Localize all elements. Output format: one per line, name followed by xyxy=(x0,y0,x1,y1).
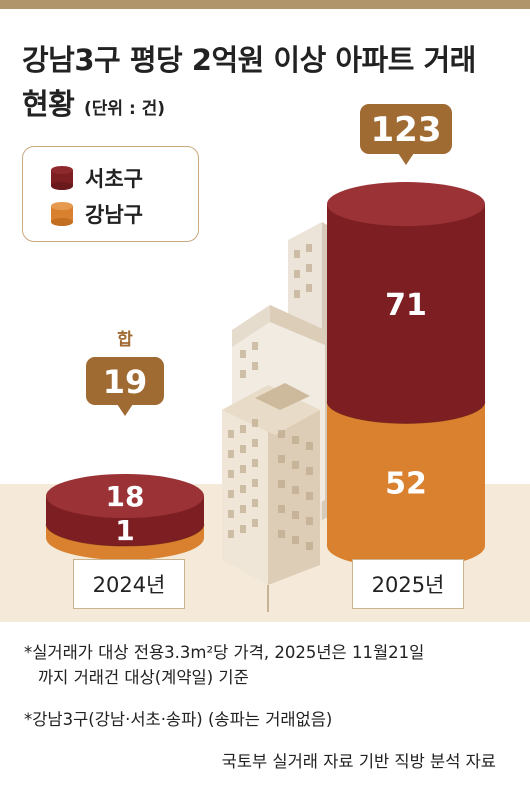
footnote-1-line-1: *실거래가 대상 전용3.3m²당 가격, 2025년은 11월21일 xyxy=(24,643,425,662)
legend: 서초구 강남구 xyxy=(22,146,199,242)
total-callout-pointer-2025년 xyxy=(398,153,414,165)
value-label-seocho-2025년: 71 xyxy=(385,288,427,323)
chart-title: 강남3구 평당 2억원 이상 아파트 거래 현황 (단위 : 건) xyxy=(22,38,512,131)
footnote-2: *강남3구(강남·서초·송파) (송파는 거래없음) xyxy=(24,710,333,729)
bar-gangnam-2025년-body xyxy=(327,401,485,568)
bar-separator-2024년 xyxy=(45,523,205,547)
bar-top-cap-2024년 xyxy=(46,474,204,518)
footnote-1-line-2: 까지 거래건 대상(계약일) 기준 xyxy=(38,668,249,687)
category-label-2025: 2025년 xyxy=(352,559,464,609)
title-line-1: 강남3구 평당 2억원 이상 아파트 거래 xyxy=(22,43,476,77)
total-callout-box-2025년 xyxy=(360,104,452,154)
total-value-2025년: 123 xyxy=(371,110,442,150)
total-callout-box-2024년 xyxy=(86,357,164,405)
top-accent-bar xyxy=(0,0,530,9)
value-label-gangnam-2024년: 1 xyxy=(115,514,134,547)
category-label-2024: 2024년 xyxy=(73,559,185,609)
title-line-2-text: 현황 xyxy=(22,87,75,121)
legend-label-seocho: 서초구 xyxy=(85,167,143,191)
source-credit: 국토부 실거래 자료 기반 직방 분석 자료 xyxy=(221,752,496,771)
value-label-seocho-2024년: 18 xyxy=(106,480,145,513)
bar-seocho-2025년-body xyxy=(327,204,485,424)
total-callout-pointer-2024년 xyxy=(117,404,133,416)
stacked-bars: 118 19 합 52 71 123 xyxy=(45,104,486,568)
bar-separator-2025년 xyxy=(326,401,486,424)
value-label-gangnam-2025년: 52 xyxy=(385,467,427,502)
legend-label-gangnam: 강남구 xyxy=(85,203,143,227)
title-line-2: 현황 (단위 : 건) xyxy=(22,82,512,131)
unit-label: (단위 : 건) xyxy=(83,99,166,119)
total-value-2024년: 19 xyxy=(103,363,148,401)
legend-swatch-gangnam xyxy=(51,202,73,226)
total-label: 합 xyxy=(117,329,133,350)
legend-item-gangnam: 강남구 xyxy=(51,199,143,229)
buildings-illustration xyxy=(222,222,332,612)
legend-item-seocho: 서초구 xyxy=(51,163,143,193)
legend-swatch-seocho xyxy=(51,166,73,190)
bar-top-cap-2025년 xyxy=(327,182,485,227)
footnote-1: *실거래가 대상 전용3.3m²당 가격, 2025년은 11월21일 까지 거… xyxy=(24,640,504,690)
